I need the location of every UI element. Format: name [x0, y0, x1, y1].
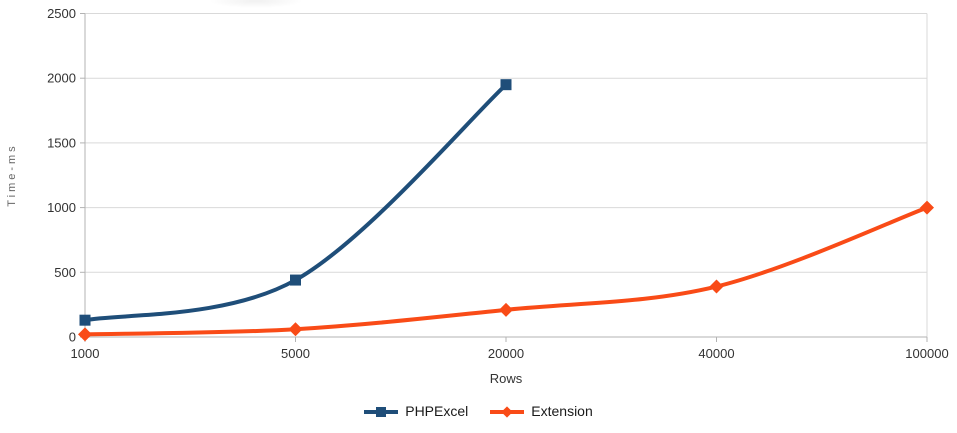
square-marker-icon: [376, 406, 387, 417]
y-tick-label-500: 500: [54, 265, 76, 280]
data-point-extension-2: [499, 302, 513, 317]
legend-item-phpexcel: PHPExcel: [364, 403, 468, 419]
x-tick-label-20000: 20000: [488, 346, 524, 361]
data-point-phpexcel-1: [290, 274, 301, 286]
series-line-phpexcel: [83, 82, 508, 323]
y-tick-label-2500: 2500: [47, 6, 76, 21]
data-point-extension-1: [288, 322, 303, 337]
legend-item-extension: Extension: [490, 403, 593, 419]
y-tick-label-1000: 1000: [47, 200, 76, 215]
legend: PHPExcel Extension: [0, 403, 957, 419]
x-tick-label-100000: 100000: [905, 346, 948, 361]
y-tick-label-2000: 2000: [47, 71, 76, 86]
diamond-marker-icon: [501, 405, 513, 418]
plot-area: 0 500 1000 1500 2000 2500 1000 5000 20000 40000 10…: [47, 6, 949, 361]
data-point-extension-4: [920, 200, 934, 215]
data-point-phpexcel-2: [500, 79, 512, 91]
x-tick-label-40000: 40000: [698, 346, 734, 361]
legend-label-extension: Extension: [531, 403, 593, 419]
data-point-phpexcel-0: [79, 314, 91, 326]
data-point-extension-0: [78, 327, 92, 342]
x-tick-label-5000: 5000: [281, 346, 310, 361]
data-point-extension-3: [709, 279, 724, 294]
line-diamond-marker-swatch: [490, 405, 525, 418]
y-tick-label-1500: 1500: [47, 135, 76, 150]
y-tick-label-0: 0: [69, 330, 76, 345]
legend-label-phpexcel: PHPExcel: [405, 403, 469, 419]
x-axis-title: Rows: [489, 371, 523, 386]
line-square-marker-swatch: [364, 405, 399, 418]
y-axis-title: Time-ms: [6, 143, 18, 207]
x-tick-label-1000: 1000: [71, 346, 100, 361]
